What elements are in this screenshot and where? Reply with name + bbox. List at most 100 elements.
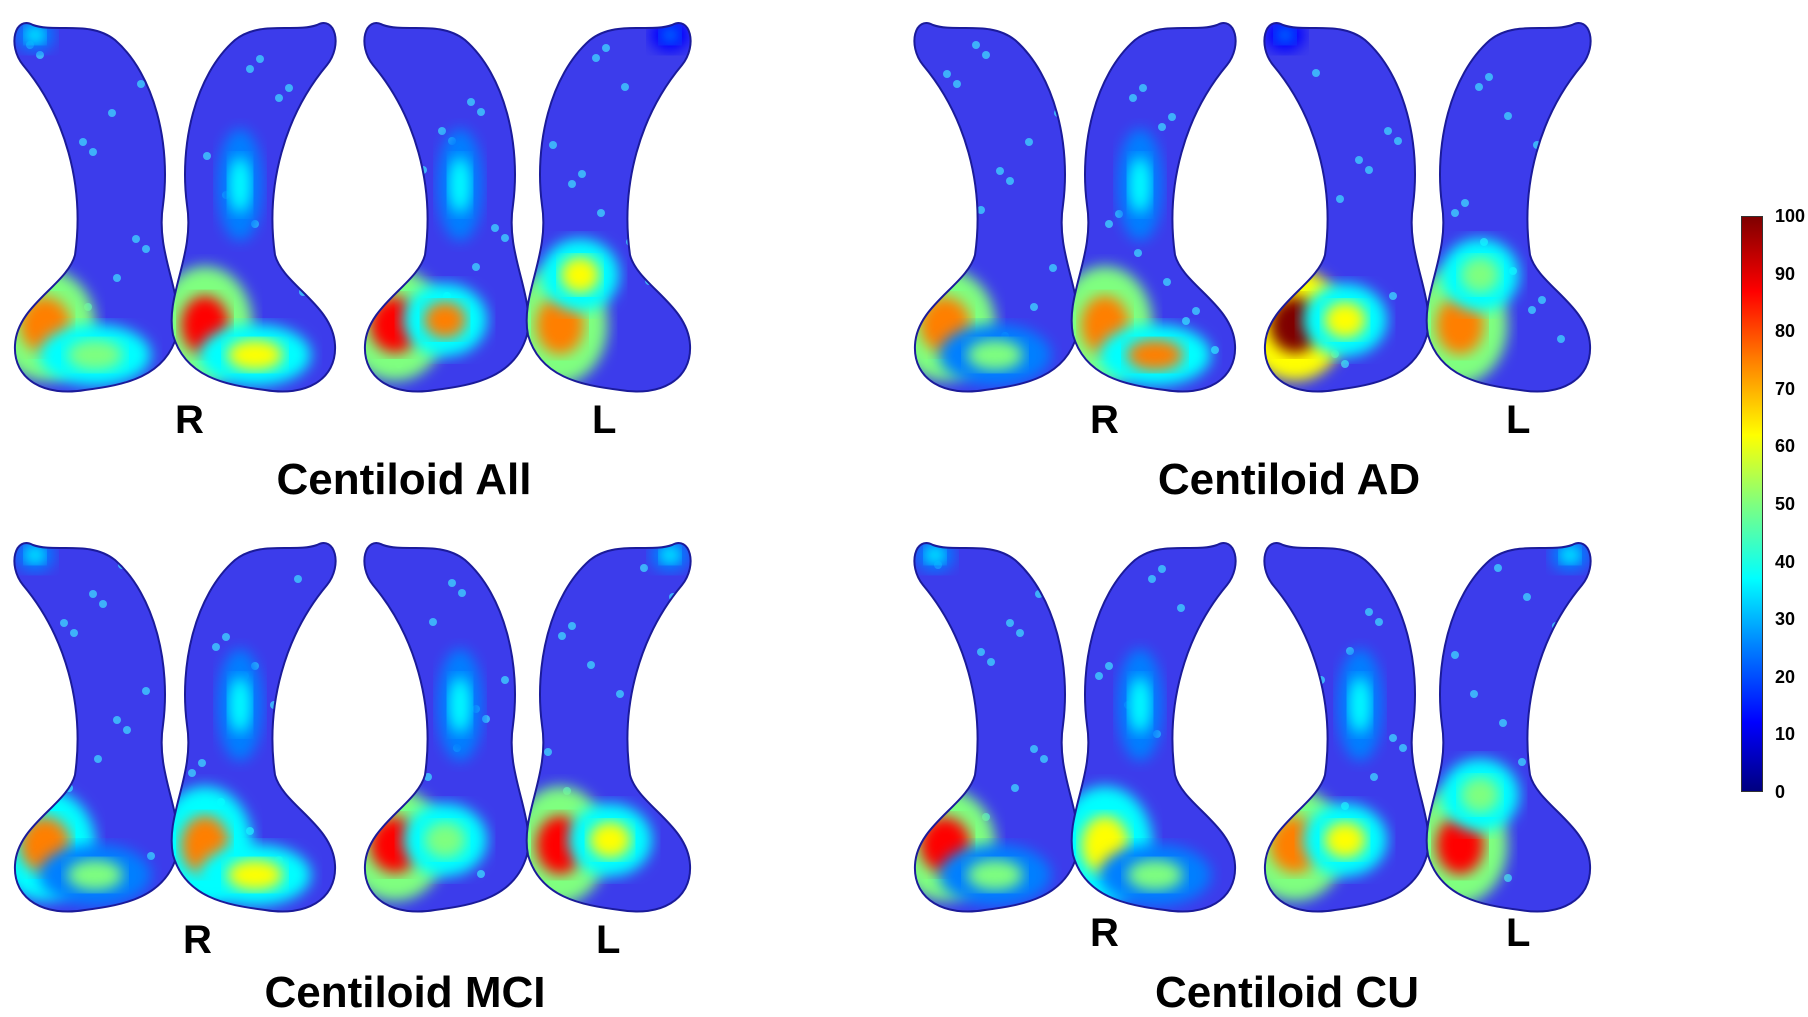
speckle-mark: [280, 249, 288, 257]
surface-outline: [363, 542, 530, 913]
speckle-mark: [1365, 608, 1373, 616]
speckle-mark: [467, 98, 475, 106]
speckle-mark: [1095, 672, 1103, 680]
speckle-mark: [132, 235, 140, 243]
panel-centiloid-all: R L Centiloid All: [0, 0, 870, 502]
speckle-mark: [458, 589, 466, 597]
panel-caption: Centiloid CU: [1155, 968, 1419, 1017]
hotspot-core: [227, 339, 283, 371]
surface-outline: [1070, 542, 1237, 913]
speckle-mark: [1187, 152, 1195, 160]
speckle-mark: [94, 755, 102, 763]
speckle-mark: [304, 123, 312, 131]
colorbar-tick-label: 60: [1775, 436, 1796, 457]
speckle-mark: [1177, 604, 1185, 612]
surface-outline: [170, 542, 337, 913]
speckle-mark: [482, 715, 490, 723]
speckle-mark: [616, 690, 624, 698]
hippocampus-view: [1425, 542, 1592, 913]
colorbar-tick-label: 10: [1775, 724, 1796, 745]
speckle-mark: [1538, 296, 1546, 304]
speckle-mark: [958, 687, 966, 695]
speckle-mark: [142, 245, 150, 253]
speckle-mark: [381, 686, 389, 694]
hotspot-core: [660, 546, 680, 564]
surface-outline: [1263, 22, 1430, 393]
speckle-mark: [1504, 874, 1512, 882]
speckle-mark: [41, 658, 49, 666]
colorbar-tick-label: 90: [1775, 263, 1796, 284]
speckle-mark: [626, 238, 634, 246]
speckle-mark: [1105, 220, 1113, 228]
speckle-mark: [1288, 263, 1296, 271]
speckle-mark: [1158, 123, 1166, 131]
speckle-mark: [948, 235, 956, 243]
surface-outline: [525, 542, 692, 913]
surface-outline: [363, 22, 530, 393]
colorbar-tick-label: 100: [1775, 206, 1806, 226]
panel-centiloid-ad: R L Centiloid AD: [900, 0, 1720, 502]
hippocampus-view: [1425, 22, 1592, 393]
speckle-mark: [977, 648, 985, 656]
speckle-mark: [1389, 292, 1397, 300]
speckle-mark: [1192, 307, 1200, 315]
hotspot-core: [227, 859, 283, 891]
hippocampus-view: [363, 22, 530, 393]
speckle-mark: [1134, 249, 1142, 257]
speckle-mark: [188, 769, 196, 777]
speckle-mark: [70, 629, 78, 637]
hippocampus-view: [1070, 542, 1237, 913]
speckle-mark: [640, 564, 648, 572]
speckle-mark: [1571, 661, 1579, 669]
speckle-mark: [1182, 759, 1190, 767]
speckle-mark: [929, 274, 937, 282]
hotspot-core: [228, 157, 252, 213]
hippocampus-view: [13, 22, 180, 393]
hotspot-core: [424, 821, 466, 859]
speckle-mark: [203, 152, 211, 160]
speckle-mark: [578, 170, 586, 178]
surface-outline: [1263, 542, 1430, 913]
speckle-mark: [1394, 579, 1402, 587]
speckle-mark: [1278, 253, 1286, 261]
speckle-mark: [275, 94, 283, 102]
hippocampus-view: [525, 542, 692, 913]
speckle-mark: [1163, 278, 1171, 286]
hotspot-core: [448, 677, 472, 733]
speckle-mark: [568, 622, 576, 630]
speckle-mark: [1049, 264, 1057, 272]
hippocampus-surfaces: [13, 542, 692, 913]
hotspot-core: [228, 677, 252, 733]
speckle-mark: [123, 726, 131, 734]
surface-outline: [913, 542, 1080, 913]
speckle-mark: [1485, 73, 1493, 81]
speckle-mark: [1504, 112, 1512, 120]
speckle-mark: [568, 180, 576, 188]
speckle-mark: [1355, 156, 1363, 164]
speckle-mark: [1139, 84, 1147, 92]
speckle-mark: [31, 206, 39, 214]
speckle-mark: [390, 195, 398, 203]
speckle-mark: [587, 661, 595, 669]
speckle-mark: [1456, 44, 1464, 52]
speckle-mark: [438, 127, 446, 135]
speckle-mark: [448, 579, 456, 587]
speckle-mark: [477, 108, 485, 116]
surface-outline: [1425, 542, 1592, 913]
speckle-mark: [664, 758, 672, 766]
hotspot-core: [1460, 256, 1500, 294]
speckle-mark: [1341, 360, 1349, 368]
hotspot-core: [967, 859, 1023, 891]
speckle-mark: [142, 687, 150, 695]
hippocampus-view: [170, 542, 337, 913]
speckle-mark: [1288, 705, 1296, 713]
speckle-mark: [602, 44, 610, 52]
speckle-mark: [1375, 618, 1383, 626]
speckle-mark: [501, 234, 509, 242]
speckle-mark: [1370, 773, 1378, 781]
speckle-mark: [1394, 137, 1402, 145]
hotspot-core: [1127, 859, 1183, 891]
speckle-mark: [1365, 166, 1373, 174]
speckle-mark: [1030, 745, 1038, 753]
speckle-mark: [1528, 748, 1536, 756]
